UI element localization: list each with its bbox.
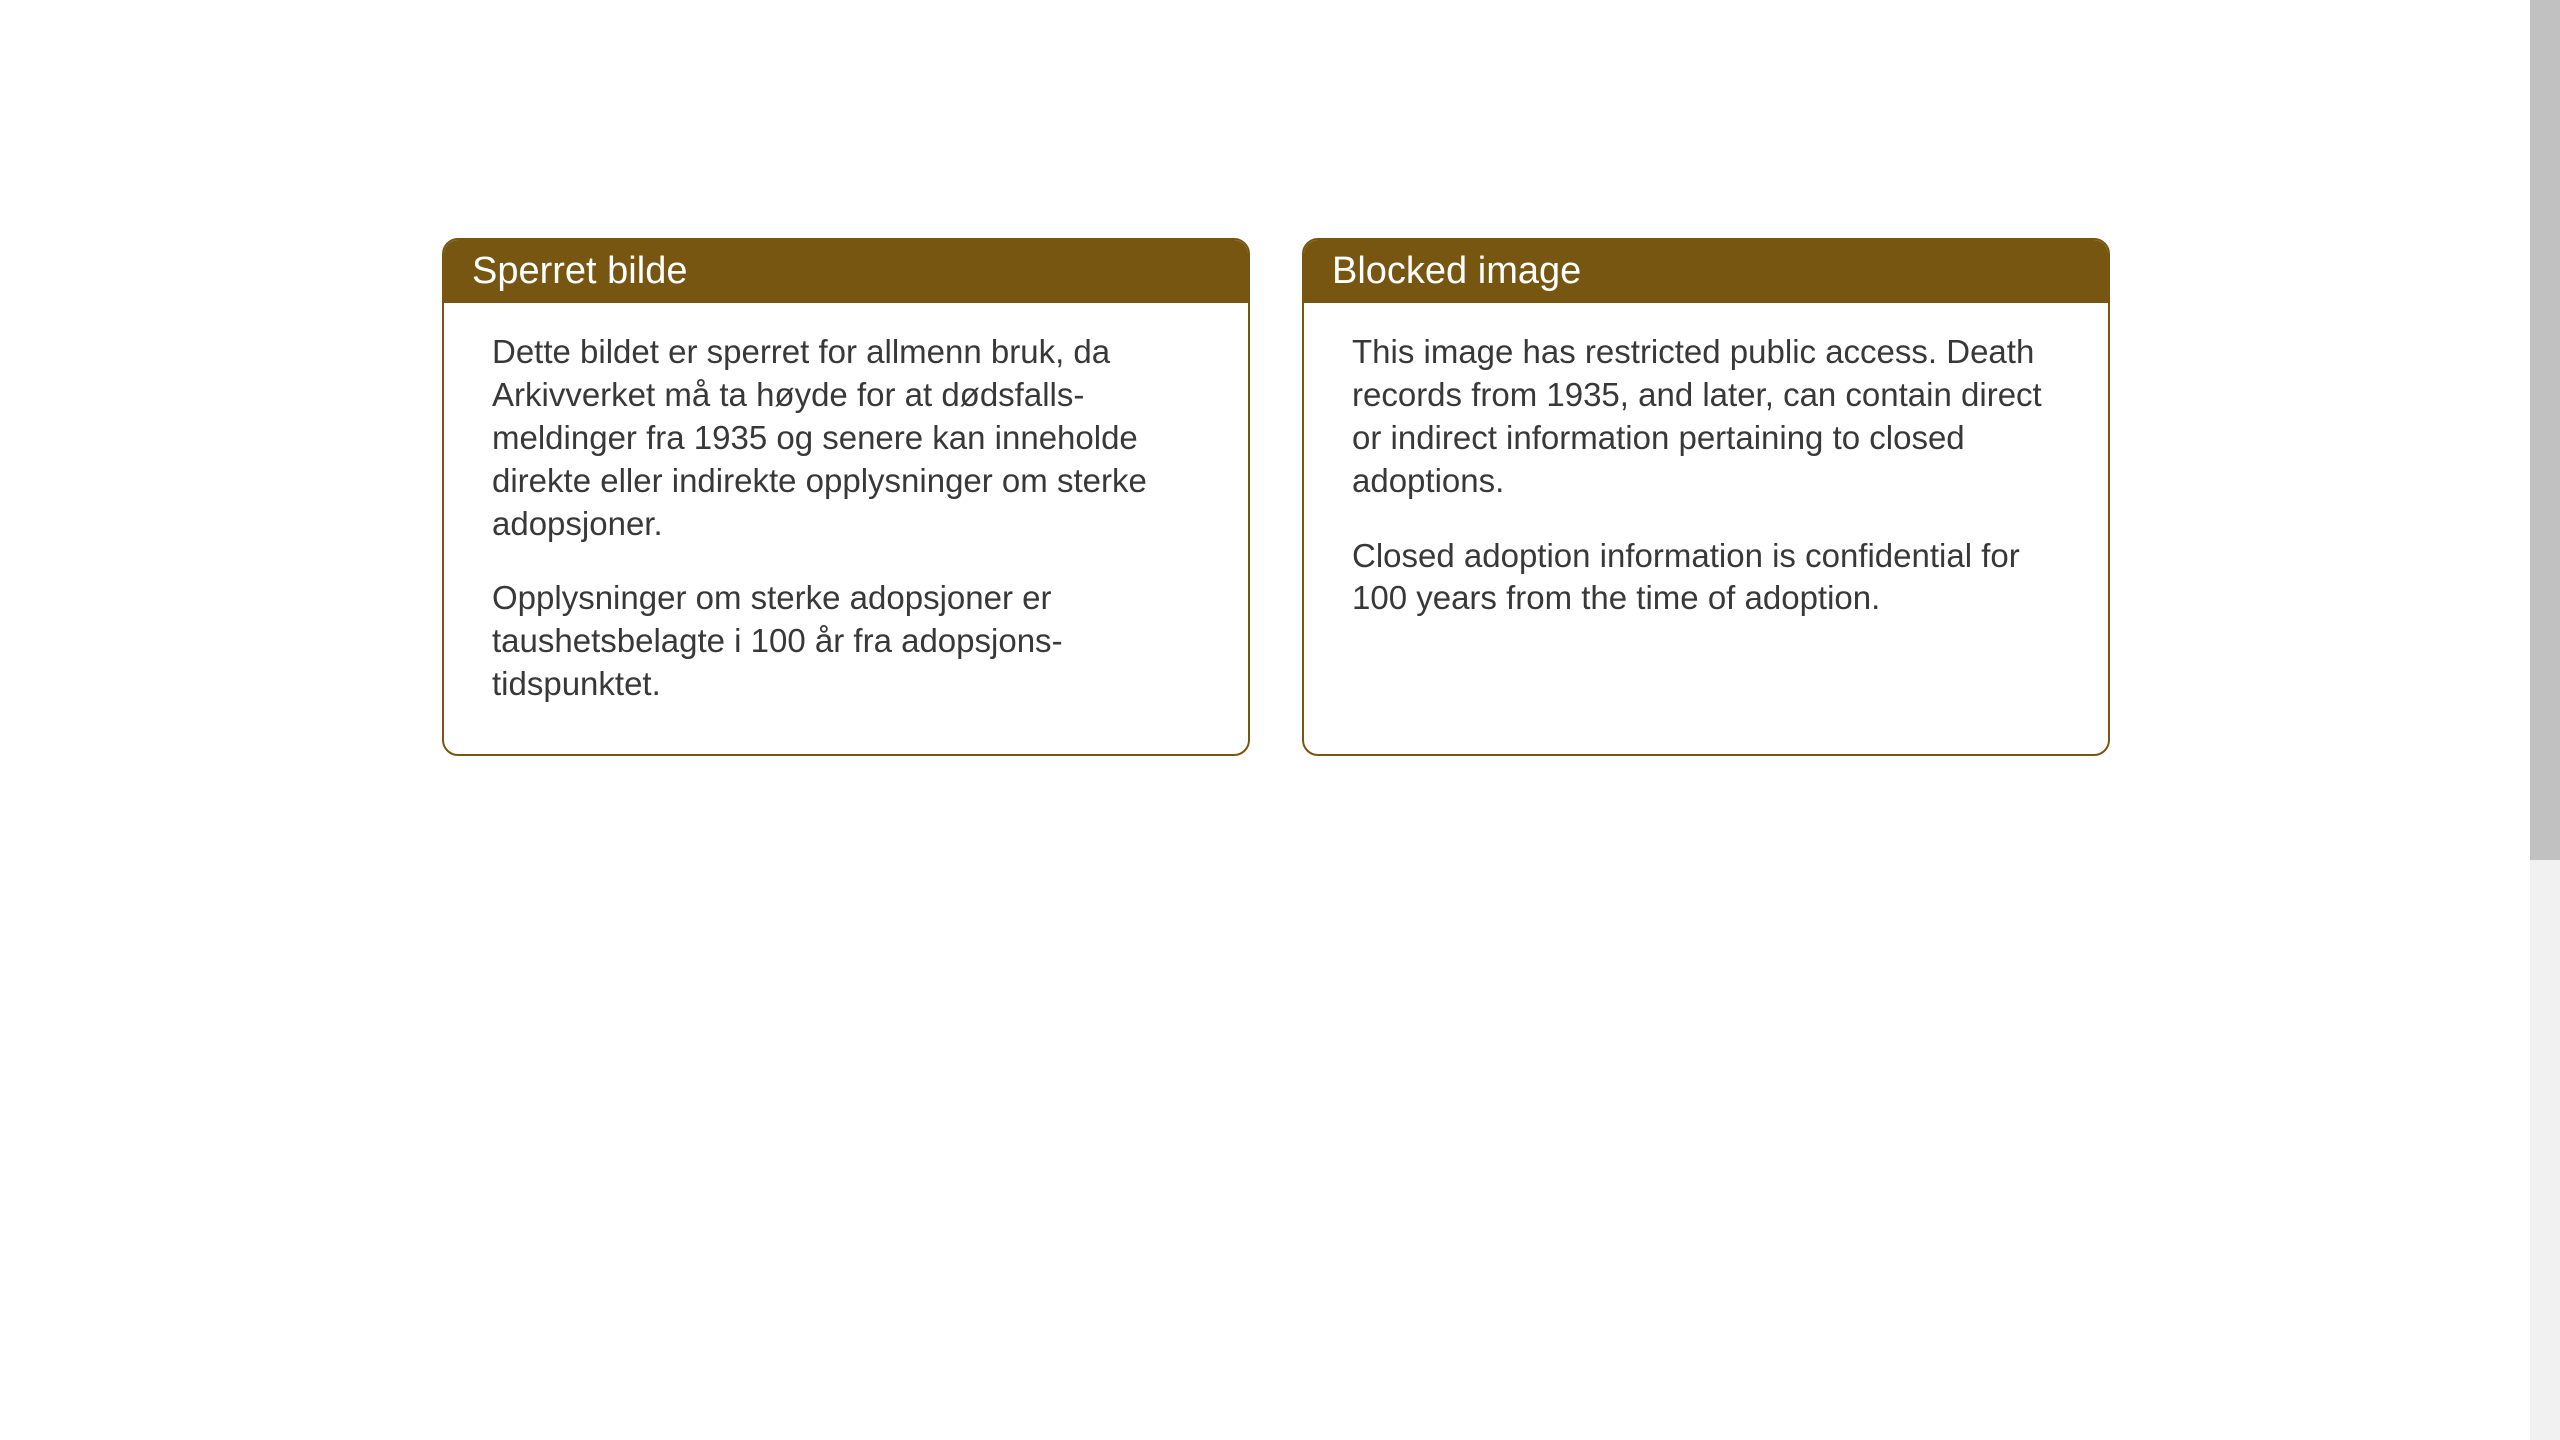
card-title-norwegian: Sperret bilde	[472, 250, 687, 292]
vertical-scrollbar[interactable]	[2530, 0, 2560, 1440]
card-paragraph-2-norwegian: Opplysninger om sterke adopsjoner er tau…	[492, 577, 1208, 706]
card-english: Blocked image This image has restricted …	[1302, 238, 2110, 756]
card-paragraph-2-english: Closed adoption information is confident…	[1352, 535, 2068, 621]
card-body-english: This image has restricted public access.…	[1304, 303, 2108, 668]
card-body-norwegian: Dette bildet er sperret for allmenn bruk…	[444, 303, 1248, 754]
card-norwegian: Sperret bilde Dette bildet er sperret fo…	[442, 238, 1250, 756]
card-paragraph-1-english: This image has restricted public access.…	[1352, 331, 2068, 503]
card-title-english: Blocked image	[1332, 250, 1581, 292]
cards-container: Sperret bilde Dette bildet er sperret fo…	[0, 0, 2560, 756]
card-header-english: Blocked image	[1304, 240, 2108, 303]
scrollbar-thumb[interactable]	[2530, 0, 2560, 860]
card-paragraph-1-norwegian: Dette bildet er sperret for allmenn bruk…	[492, 331, 1208, 545]
card-header-norwegian: Sperret bilde	[444, 240, 1248, 303]
